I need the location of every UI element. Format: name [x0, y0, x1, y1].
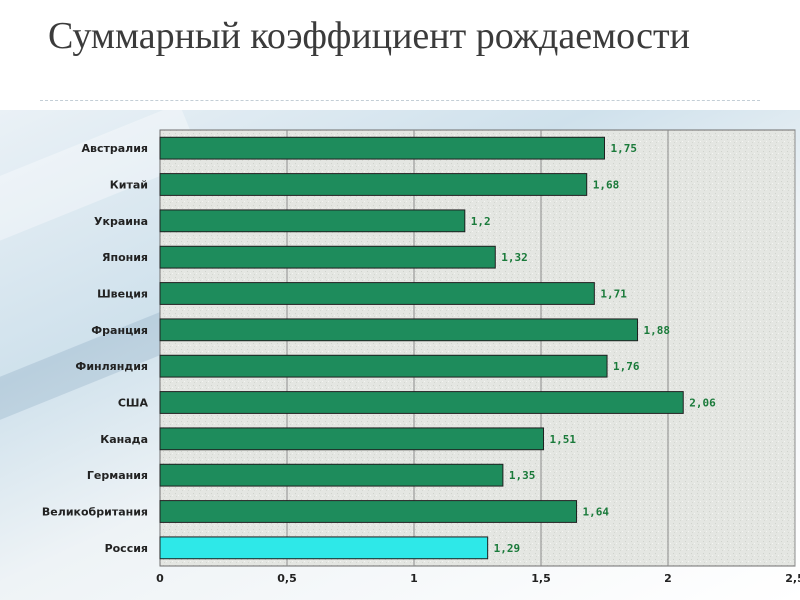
category-label: Украина	[94, 215, 148, 228]
value-label: 1,68	[593, 179, 620, 192]
category-label: Россия	[105, 542, 148, 555]
bar-2	[159, 173, 588, 196]
category-label: Китай	[110, 179, 148, 192]
bar-12	[159, 536, 489, 560]
category-label: Финляндия	[75, 360, 148, 373]
value-label: 1,2	[471, 215, 491, 228]
value-label: 1,88	[644, 324, 671, 337]
x-tick-label: 1	[410, 572, 418, 585]
bar-5	[159, 282, 595, 305]
x-tick-label: 1,5	[531, 572, 551, 585]
value-label: 2,06	[689, 397, 716, 410]
x-tick-label: 0,5	[277, 572, 297, 585]
slide-title: Суммарный коэффициент рождаемости	[48, 15, 690, 57]
value-label: 1,35	[509, 469, 536, 482]
category-label: Австралия	[82, 142, 149, 155]
bar-1	[159, 136, 605, 160]
category-label: Канада	[100, 433, 148, 446]
category-label: Германия	[87, 469, 148, 482]
x-axis-ticks: 0 0,5 1 1,5 2 2,5	[156, 572, 800, 585]
bar-7	[159, 354, 608, 378]
x-tick-label: 0	[156, 572, 164, 585]
bars	[159, 136, 684, 560]
bar-3	[159, 209, 466, 233]
value-label: 1,76	[613, 360, 640, 373]
value-label: 1,32	[501, 251, 528, 264]
bar-10	[159, 463, 504, 487]
value-label: 1,71	[600, 288, 627, 301]
bar-6	[159, 318, 639, 342]
bar-9	[159, 427, 545, 451]
category-labels: Австралия Китай Украина Япония Швеция Франция…	[42, 142, 149, 555]
bar-11	[159, 500, 578, 523]
bar-4	[159, 245, 496, 269]
plot-area	[159, 129, 796, 567]
category-label: Швеция	[97, 288, 148, 301]
value-label: 1,29	[494, 542, 521, 555]
bar-8	[159, 391, 684, 414]
category-label: Франция	[91, 324, 148, 337]
x-tick-label: 2,5	[785, 572, 800, 585]
value-label: 1,64	[583, 506, 610, 519]
x-tick-label: 2	[664, 572, 672, 585]
value-labels: 1,75 1,68 1,2 1,32 1,71 1,88 1,76 2,06 1,51 1,35 1…	[471, 142, 716, 555]
category-label: Япония	[102, 251, 148, 264]
category-label: США	[118, 397, 149, 410]
value-label: 1,75	[611, 142, 638, 155]
gridlines	[286, 130, 796, 566]
value-label: 1,51	[550, 433, 577, 446]
category-label: Великобритания	[42, 506, 148, 519]
title-divider	[40, 100, 760, 101]
